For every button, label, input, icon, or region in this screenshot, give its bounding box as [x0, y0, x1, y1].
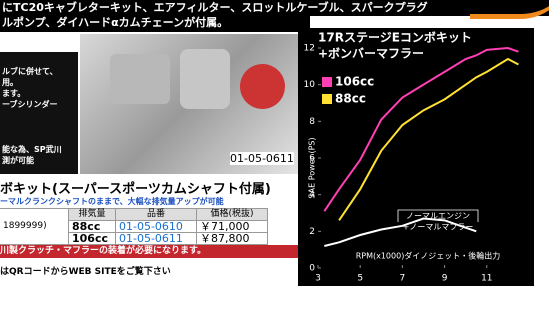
- x-tick-label: 3: [315, 274, 321, 284]
- panel-text: 能な為、SP武川: [2, 144, 62, 155]
- photo-part: [240, 64, 285, 109]
- y-tick-label: 8: [309, 117, 315, 127]
- y-tick-label: 12: [304, 44, 315, 54]
- panel-text: 測が可能: [2, 155, 34, 166]
- chart-title: 17RステージEコンボキット: [318, 30, 472, 45]
- cell: 01-05-0611: [116, 233, 197, 245]
- notice: 川製クラッチ・マフラーの装着が必要になります。: [0, 245, 300, 258]
- photo-part: [110, 54, 170, 104]
- legend-swatch: [322, 77, 332, 87]
- cell: ￥71,000: [197, 221, 268, 233]
- kit-subtitle: ーマルクランクシャフトのままで、大幅な排気量アップが可能: [0, 196, 224, 207]
- panel-text: ーブシリンダー: [2, 99, 58, 110]
- y-tick-label: 6: [309, 154, 315, 164]
- chart-title: +ボンバーマフラー: [318, 46, 424, 61]
- header-cell: 排気量: [69, 209, 116, 221]
- header-cell: 品番: [116, 209, 197, 221]
- product-photo: 01-05-0611: [80, 34, 300, 174]
- header-cell: 価格(税抜): [197, 209, 268, 221]
- cell: 01-05-0610: [116, 221, 197, 233]
- banner-text: にTC20キャブレターキット、エアフィルター、スロットルケーブル、スパークプラグ: [0, 1, 428, 15]
- photo-label: 01-05-0611: [230, 152, 294, 165]
- panel-text: ます。: [2, 88, 25, 99]
- legend-swatch: [322, 94, 332, 104]
- y-tick-label: 0: [309, 264, 315, 274]
- price-table: 1899999) 排気量 品番 価格(税抜) 88cc 01-05-0610 ￥…: [0, 208, 268, 245]
- chart-bg: [298, 28, 534, 286]
- kit-heading: ボキット(スーパースポーツカムシャフト付属): [0, 178, 271, 197]
- left-panel: ルブに併せて、 用。 ます。 ーブシリンダー 能な為、SP武川 測が可能: [0, 52, 78, 174]
- banner-text: ルポンプ、ダイハードαカムチェーンが付属。: [0, 16, 228, 30]
- legend-label: 88cc: [335, 92, 366, 106]
- cell: 88cc: [69, 221, 116, 233]
- page: にTC20キャブレターキット、エアフィルター、スロットルケーブル、スパークプラグ…: [0, 0, 549, 314]
- y-tick-label: 2: [309, 227, 315, 237]
- decor-curve: [470, 0, 549, 19]
- x-tick-label: 7: [400, 274, 406, 284]
- legend-label: 106cc: [335, 75, 374, 89]
- dyno-chart: 17RステージEコンボキット +ボンバーマフラー SAE Power (PS) …: [298, 28, 534, 286]
- side-note: 1899999): [0, 209, 69, 245]
- photo-part: [180, 49, 230, 109]
- footer: はQRコードからWEB SITEをご覧下さい: [0, 264, 171, 277]
- x-tick-label: 11: [481, 274, 492, 284]
- panel-text: 用。: [2, 77, 18, 88]
- panel-text: ルブに併せて、: [2, 66, 58, 77]
- table-header: 1899999) 排気量 品番 価格(税抜): [0, 209, 268, 221]
- y-tick-label: 4: [309, 190, 315, 200]
- cell: ￥87,800: [197, 233, 268, 245]
- x-tick-label: 5: [357, 274, 363, 284]
- y-tick-label: 10: [304, 80, 316, 90]
- cell: 106cc: [69, 233, 116, 245]
- x-axis-label: RPM(x1000)ダイノジェット・後輪出力: [356, 251, 501, 261]
- x-tick-label: 9: [442, 274, 448, 284]
